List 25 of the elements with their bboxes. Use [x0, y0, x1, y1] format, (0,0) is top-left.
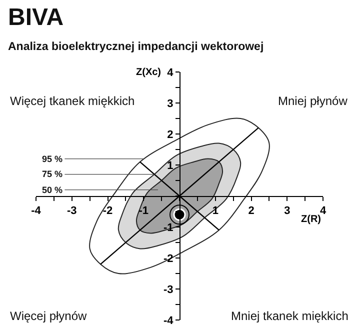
- chart-title: BIVA: [8, 4, 64, 31]
- x-tick-label: -2: [102, 205, 113, 218]
- chart-subtitle: Analiza bioelektrycznej impedancji wektorowej: [8, 41, 264, 53]
- annotation: Mniej tkanek miękkich: [231, 309, 348, 323]
- y-tick-label: 2: [167, 128, 174, 141]
- annotation: 95 %: [42, 154, 63, 164]
- y-tick-label: -3: [164, 284, 174, 296]
- annotation: Więcej płynów: [10, 309, 88, 323]
- x-tick-label: -1: [138, 205, 149, 218]
- x-tick-label: 3: [284, 205, 290, 218]
- x-tick-label: 4: [320, 205, 327, 218]
- x-tick-label: 2: [248, 205, 254, 218]
- y-tick-label: 4: [167, 66, 174, 79]
- y-tick-label: -4: [164, 314, 174, 327]
- y-axis-title: Z(Xc): [136, 67, 161, 78]
- annotation: Więcej tkanek miękkich: [10, 94, 135, 108]
- x-tick-label: -3: [66, 205, 77, 218]
- annotation: Mniej płynów: [278, 94, 348, 108]
- annotation: 50 %: [42, 185, 63, 195]
- x-tick-label: 1: [212, 205, 218, 218]
- y-tick-label: 1: [167, 160, 174, 172]
- x-axis-title: Z(R): [301, 214, 321, 225]
- annotation: 75 %: [42, 169, 63, 179]
- y-tick-label: 3: [167, 98, 174, 110]
- x-tick-label: -4: [31, 205, 42, 218]
